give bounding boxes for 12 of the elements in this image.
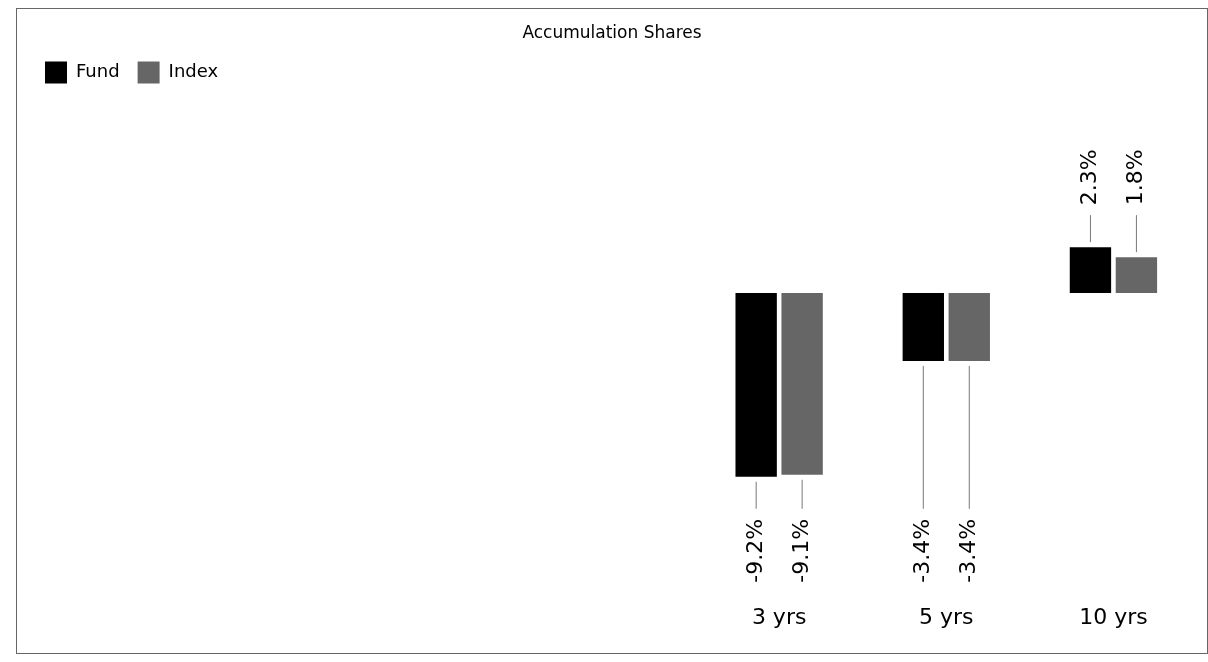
x-tick-label: 10 yrs xyxy=(1079,603,1148,629)
data-label: 2.3% xyxy=(1076,149,1102,206)
x-tick-label: 3 yrs xyxy=(751,603,807,629)
chart-title: Accumulation Shares xyxy=(522,21,702,42)
data-label: -3.4% xyxy=(954,518,980,583)
data-label: -3.4% xyxy=(909,518,935,583)
data-label: -9.1% xyxy=(787,518,813,583)
legend-label: Index xyxy=(168,60,219,82)
x-tick-label: 5 yrs xyxy=(919,603,974,629)
data-label: 1.8% xyxy=(1122,149,1148,206)
data-label: -9.2% xyxy=(741,518,767,583)
legend-label: Fund xyxy=(76,60,120,82)
